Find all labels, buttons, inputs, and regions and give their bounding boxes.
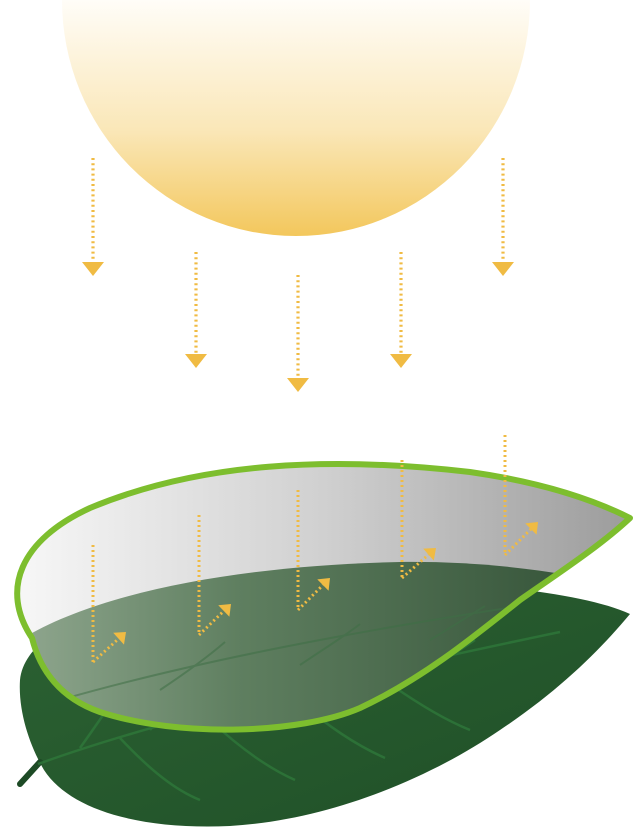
leaf-stem xyxy=(17,759,43,787)
refracted-ray xyxy=(503,435,538,557)
leaf-outline xyxy=(14,461,633,733)
incoming-ray xyxy=(287,275,309,392)
sun-disc xyxy=(62,0,530,236)
refracted-ray xyxy=(296,490,330,612)
refracted-ray xyxy=(91,545,126,664)
refracted-light-rays xyxy=(91,435,538,664)
incoming-ray xyxy=(390,252,412,368)
incoming-light-rays xyxy=(82,158,514,392)
incoming-ray xyxy=(82,158,104,276)
incoming-ray xyxy=(185,252,207,368)
incoming-ray xyxy=(492,158,514,276)
refracted-ray xyxy=(400,460,436,580)
sun xyxy=(62,0,530,236)
refracted-ray xyxy=(197,515,231,637)
